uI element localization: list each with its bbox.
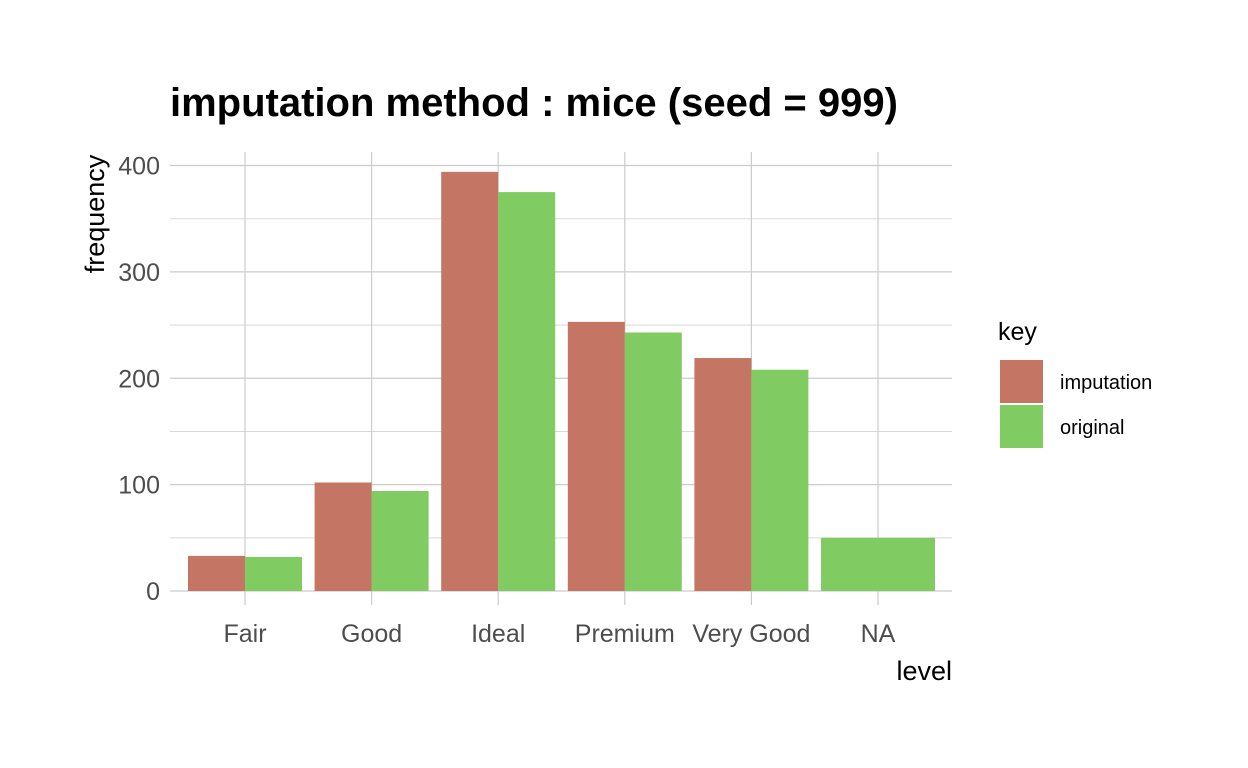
bars xyxy=(188,171,935,591)
bar-imputation-premium xyxy=(567,321,625,591)
x-tick-label: NA xyxy=(861,620,896,648)
legend-key-imputation xyxy=(1000,360,1043,403)
x-tick-label: Ideal xyxy=(471,620,525,648)
bar-original-ideal xyxy=(498,192,556,591)
bar-original-good xyxy=(371,491,429,591)
bar-original-fair xyxy=(245,556,302,591)
x-axis-ticks: Fair Good Ideal Premium Very Good NA xyxy=(223,620,895,648)
x-axis-title: level xyxy=(896,656,952,686)
x-tick-label: Good xyxy=(341,620,402,648)
bar-imputation-very-good xyxy=(694,358,752,591)
bar-original-premium xyxy=(624,332,682,591)
legend-label-imputation: imputation xyxy=(1060,372,1152,394)
chart-title: imputation method : mice (seed = 999) xyxy=(170,81,898,125)
y-axis-title: frequency xyxy=(80,154,110,273)
grid xyxy=(170,152,952,605)
y-tick-label: 0 xyxy=(146,578,160,606)
x-tick-label: Fair xyxy=(223,620,266,648)
y-axis-ticks: 0 100 200 300 400 xyxy=(118,153,160,607)
y-tick-label: 300 xyxy=(118,259,160,287)
x-tick-label: Premium xyxy=(575,620,675,648)
y-tick-label: 400 xyxy=(118,153,160,181)
legend-key-original xyxy=(1000,405,1043,448)
bar-original-na xyxy=(821,537,935,591)
legend-label-original: original xyxy=(1060,417,1124,439)
bar-imputation-ideal xyxy=(441,171,499,591)
bar-imputation-good xyxy=(314,482,372,591)
legend-title: key xyxy=(998,318,1037,346)
bar-imputation-fair xyxy=(188,555,245,591)
legend: key imputation original xyxy=(998,318,1152,448)
y-tick-label: 200 xyxy=(118,365,160,393)
bar-original-very-good xyxy=(751,369,809,591)
x-tick-label: Very Good xyxy=(692,620,810,648)
y-tick-label: 100 xyxy=(118,472,160,500)
